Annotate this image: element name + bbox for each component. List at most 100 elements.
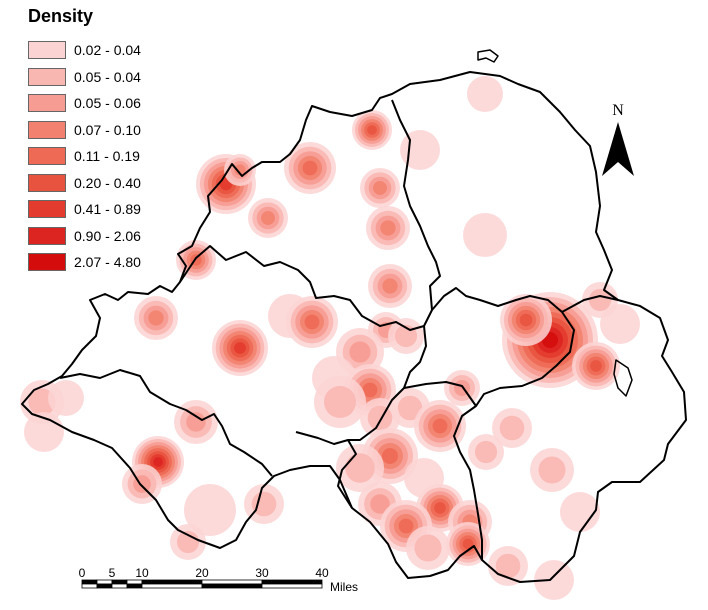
scale-segment	[126, 579, 143, 585]
legend-label: 0.41 - 0.89	[74, 201, 141, 218]
county-boundary-6	[403, 381, 477, 407]
county-boundary-4	[431, 287, 575, 560]
scale-tick-label: 5	[108, 566, 116, 580]
density-hotspot	[122, 464, 162, 504]
density-hotspot	[212, 320, 268, 376]
county-boundary-7	[561, 295, 619, 313]
scale-units-label: Miles	[330, 580, 359, 594]
scale-segment	[126, 583, 143, 589]
legend-item: 0.90 - 2.06	[28, 223, 141, 250]
scale-segment	[81, 583, 98, 589]
scale-segment	[96, 583, 113, 589]
density-hotspot	[492, 408, 532, 448]
density-ring	[176, 530, 200, 554]
lough-island	[613, 359, 633, 397]
density-ring	[304, 314, 320, 330]
density-hotspot	[244, 484, 284, 524]
density-ring	[345, 453, 375, 483]
density-ring	[397, 395, 423, 421]
density-ring	[367, 405, 393, 431]
legend-swatch	[28, 41, 66, 60]
density-ring	[261, 211, 275, 225]
density-hotspot	[467, 76, 503, 112]
legend-label: 0.20 - 0.40	[74, 174, 141, 191]
density-hotspot	[488, 546, 528, 586]
density-ring	[519, 313, 533, 327]
density-hotspot	[360, 168, 400, 208]
scale-segment	[96, 579, 113, 585]
county-boundary-5	[348, 325, 427, 441]
density-hotspot	[224, 154, 256, 186]
density-ring	[462, 538, 474, 550]
density-ring	[474, 440, 498, 464]
scale-segment	[81, 579, 98, 585]
density-hotspot	[446, 522, 490, 566]
density-ring	[590, 360, 602, 372]
legend-label: 0.07 - 0.10	[74, 121, 141, 138]
density-ring	[432, 418, 448, 434]
density-ring	[349, 341, 371, 363]
legend-title: Density	[28, 6, 94, 26]
legend-item: 2.07 - 4.80	[28, 249, 141, 276]
scale-segment	[141, 579, 203, 585]
density-ring	[467, 76, 503, 112]
density-ring	[302, 160, 318, 176]
scale-tick-label: 40	[315, 566, 329, 580]
density-hotspot	[352, 110, 392, 150]
density-hotspot	[284, 142, 336, 194]
legend-swatch	[28, 253, 66, 272]
density-ring	[382, 448, 398, 464]
density-ring	[382, 278, 398, 294]
density-ring	[534, 560, 574, 600]
density-ring	[324, 386, 356, 418]
density-hotspot	[314, 376, 366, 428]
density-hotspot	[248, 198, 288, 238]
legend-label: 0.05 - 0.06	[74, 95, 141, 112]
density-hotspot	[463, 213, 507, 257]
density-hotspot	[184, 484, 236, 536]
county-boundaries	[21, 49, 687, 583]
legend-label: 0.02 - 0.04	[74, 42, 141, 59]
density-ring	[186, 412, 206, 432]
scale-segment	[261, 579, 323, 585]
rathlin-island	[477, 49, 499, 63]
density-hotspot	[500, 294, 552, 346]
scale-segment	[111, 579, 128, 585]
legend-items: 0.02 - 0.04 0.05 - 0.04 0.05 - 0.06 0.07 - …	[28, 37, 141, 276]
density-hotspot	[560, 492, 600, 532]
density-ring	[400, 130, 440, 170]
northern-ireland-outline	[21, 71, 687, 583]
density-ring	[251, 491, 277, 517]
legend-item: 0.05 - 0.04	[28, 64, 141, 91]
density-ring	[414, 534, 442, 562]
scale-segment	[201, 583, 263, 589]
scale-bar-graphic	[81, 579, 323, 589]
density-ring	[148, 310, 164, 326]
legend: Density 0.02 - 0.04 0.05 - 0.04 0.05 - 0.0…	[28, 6, 141, 276]
north-arrow: N	[598, 102, 638, 180]
density-ring	[588, 288, 612, 312]
legend-swatch	[28, 120, 66, 139]
density-ring	[362, 382, 378, 398]
density-ring	[184, 484, 236, 536]
county-boundary-1	[179, 99, 441, 331]
legend-item: 0.02 - 0.04	[28, 37, 141, 64]
scale-tick-label: 30	[255, 566, 269, 580]
scale-segment	[261, 583, 323, 589]
density-ring	[373, 181, 387, 195]
legend-item: 0.05 - 0.06	[28, 90, 141, 117]
density-hotspot	[414, 400, 466, 452]
legend-label: 0.11 - 0.19	[74, 148, 140, 165]
legend-swatch	[28, 173, 66, 192]
density-hotspot	[174, 400, 218, 444]
density-ring	[380, 220, 396, 236]
north-label: N	[612, 102, 624, 119]
density-ring	[48, 380, 84, 416]
density-ring	[463, 213, 507, 257]
density-hotspot	[600, 304, 640, 344]
density-hotspot	[572, 342, 620, 390]
legend-swatch	[28, 226, 66, 245]
density-ring	[234, 164, 246, 176]
density-hotspot	[400, 130, 440, 170]
